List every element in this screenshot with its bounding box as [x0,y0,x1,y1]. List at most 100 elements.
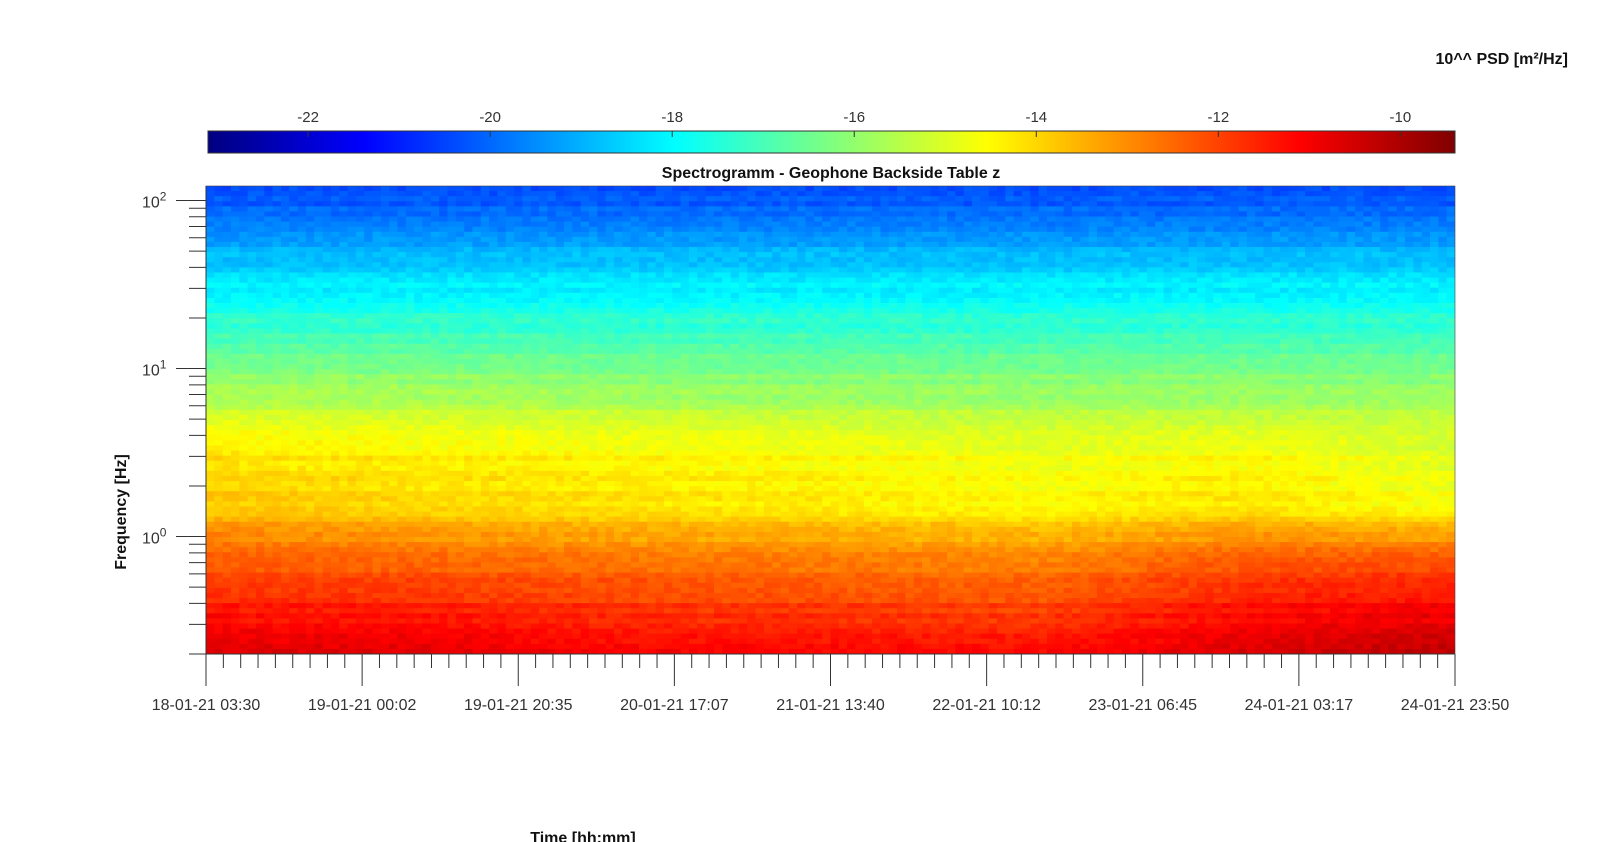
heatmap-cell [738,318,748,324]
heatmap-cell [447,267,457,274]
heatmap-cell [997,226,1006,233]
heatmap-cell [280,206,290,213]
heatmap-cell [1280,216,1290,223]
heatmap-cell [439,241,449,248]
heatmap-cell [638,318,648,324]
heatmap-cell [247,338,257,345]
heatmap-cell [855,211,865,218]
heatmap-cell [1113,216,1123,223]
heatmap-cell [1155,338,1165,345]
heatmap-cell [505,257,515,263]
heatmap-cell [1321,201,1331,207]
heatmap-cell [1263,313,1273,319]
heatmap-cell [1055,267,1065,274]
heatmap-cell [1263,272,1273,279]
heatmap-cell [1005,257,1015,263]
heatmap-cell [1213,236,1223,243]
heatmap-cell [897,236,907,243]
heatmap-cell [630,313,640,319]
heatmap-cell [1146,191,1156,197]
heatmap-cell [322,343,332,350]
heatmap-cell [547,297,557,304]
heatmap-cell [863,262,873,268]
heatmap-cell [1088,241,1098,248]
heatmap-cell [455,272,465,279]
heatmap-cell [813,267,823,274]
heatmap-cell [847,221,857,228]
heatmap-cell [422,328,432,335]
heatmap-cell [272,196,282,202]
heatmap-cell [730,267,740,274]
heatmap-cell [1355,287,1365,294]
heatmap-cell [347,267,357,274]
heatmap-cell [1321,186,1331,192]
heatmap-cell [630,267,640,274]
heatmap-cell [788,333,798,340]
heatmap-cell [397,236,407,243]
heatmap-cell [280,231,290,238]
heatmap-cell [872,272,882,279]
heatmap-cell [647,257,657,263]
heatmap-cell [955,333,965,340]
heatmap-cell [1380,323,1389,330]
heatmap-cell [1330,287,1340,294]
heatmap-cell [555,216,565,223]
heatmap-cell [963,282,973,289]
heatmap-cell [397,292,407,299]
heatmap-cell [1113,257,1123,263]
heatmap-cell [372,272,382,279]
heatmap-cell [297,267,307,274]
heatmap-cell [738,247,748,253]
heatmap-cell [1446,297,1455,304]
heatmap-cell [489,282,499,289]
heatmap-cell [1446,303,1455,309]
heatmap-cell [622,272,632,279]
heatmap-cell [1430,338,1439,345]
heatmap-cell [680,318,690,324]
heatmap-cell [1105,328,1115,335]
heatmap-cell [738,282,748,289]
heatmap-cell [730,191,740,197]
heatmap-cell [680,287,690,294]
heatmap-cell [1371,257,1381,263]
heatmap-cell [1363,292,1373,299]
heatmap-cell [347,277,357,284]
heatmap-cell [339,262,349,268]
heatmap-cell [705,282,715,289]
heatmap-cell [1405,308,1414,314]
heatmap-cell [597,206,607,213]
heatmap-cell [497,318,507,324]
heatmap-cell [1080,318,1090,324]
heatmap-cell [688,292,698,299]
heatmap-cell [405,221,415,228]
heatmap-cell [672,216,682,223]
heatmap-cell [1396,267,1406,274]
heatmap-cell [314,272,324,279]
heatmap-cell [955,221,965,228]
heatmap-cell [530,313,540,319]
heatmap-cell [422,318,432,324]
heatmap-cell [447,313,457,319]
heatmap-cell [680,262,690,268]
heatmap-cell [755,226,765,233]
heatmap-cell [422,277,432,284]
heatmap-cell [763,241,773,248]
heatmap-cell [1230,262,1240,268]
heatmap-cell [1180,262,1190,268]
heatmap-cell [1063,343,1073,350]
colorbar-label: 10^^ PSD [m²/Hz] [1436,51,1568,68]
heatmap-cell [1163,272,1173,279]
heatmap-cell [1055,287,1065,294]
heatmap-cell [214,313,224,319]
heatmap-cell [913,221,923,228]
heatmap-cell [430,231,440,238]
heatmap-cell [772,323,782,330]
heatmap-cell [322,206,332,213]
heatmap-cell [772,292,782,299]
heatmap-cell [547,252,557,258]
heatmap-cell [555,318,565,324]
heatmap-cell [780,206,790,213]
heatmap-cell [464,313,474,319]
heatmap-cell [730,297,740,304]
heatmap-cell [738,226,748,233]
